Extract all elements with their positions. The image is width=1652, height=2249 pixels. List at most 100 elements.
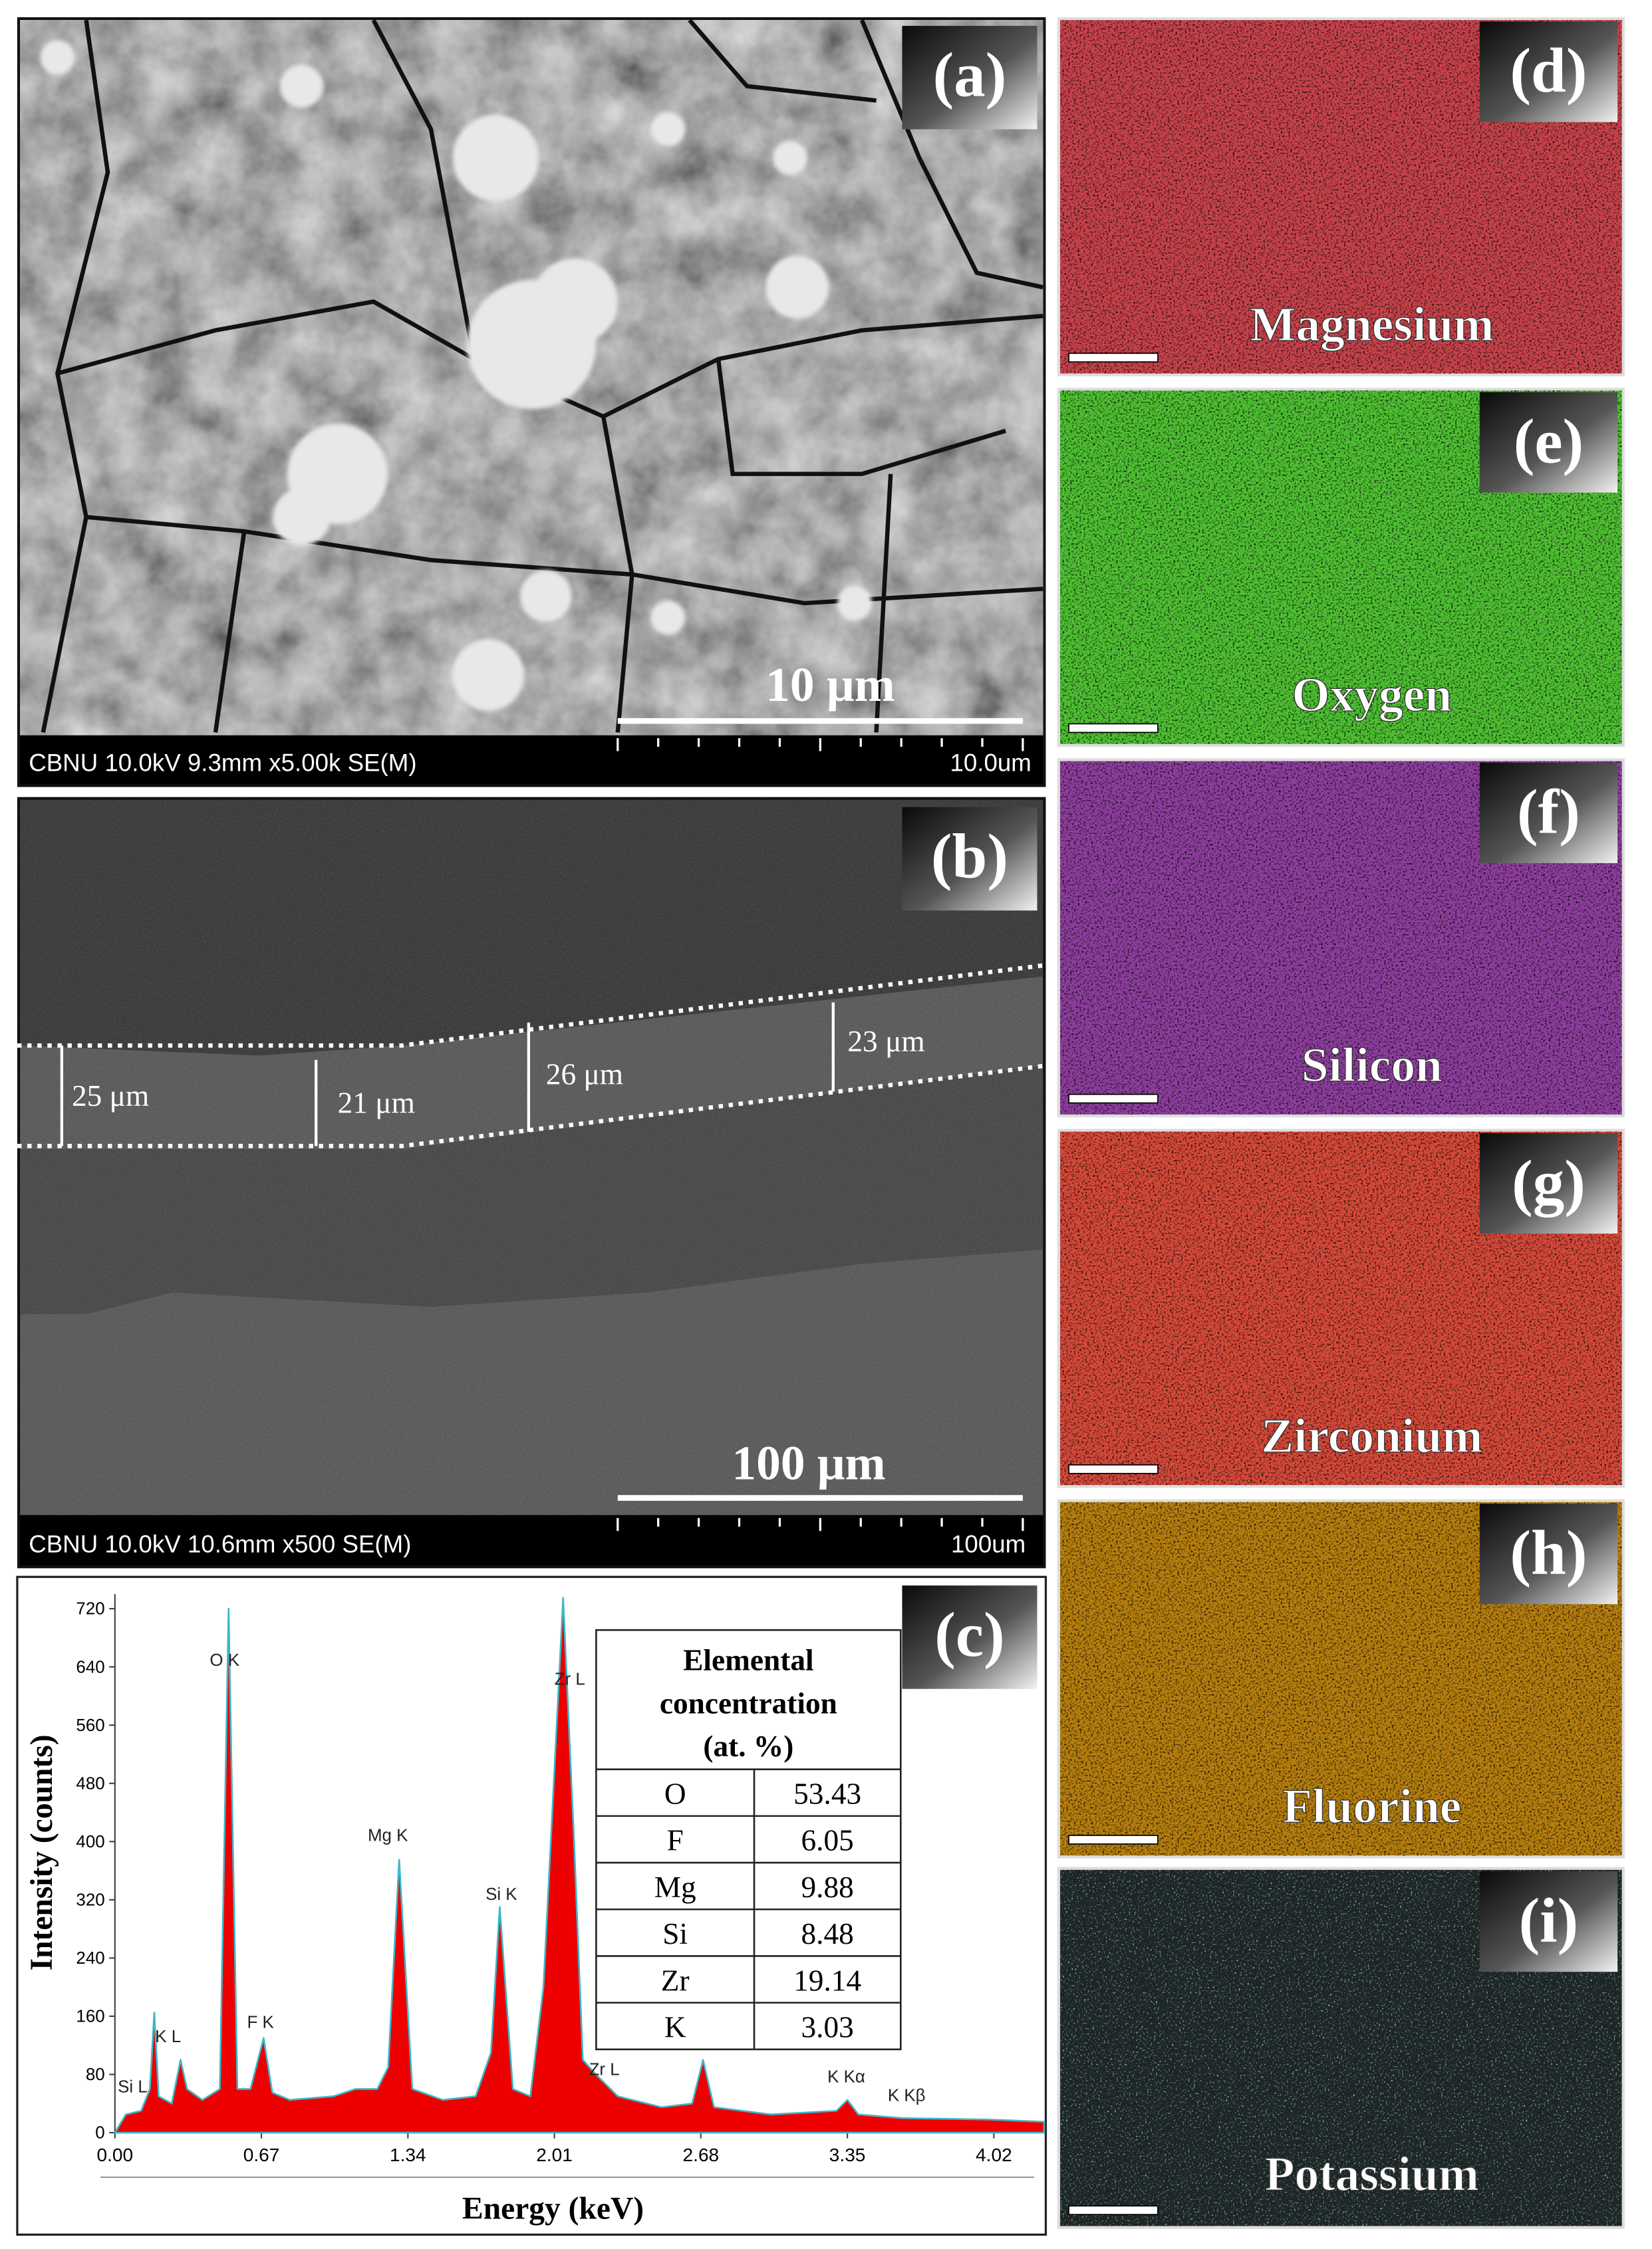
label-box — [1479, 1504, 1618, 1605]
table-header: Elemental — [683, 1644, 813, 1677]
table-cell: 3.03 — [801, 2010, 853, 2044]
element-name: Zirconium — [1261, 1408, 1482, 1462]
grain — [20, 799, 1043, 1516]
table-cell: O — [664, 1778, 686, 1811]
peak-label: K L — [155, 2028, 181, 2046]
panel-label: (h) — [1510, 1518, 1587, 1588]
table-cell: 19.14 — [793, 1964, 861, 1997]
scale-text: 10 μm — [765, 658, 895, 712]
peak-label: Mg K — [368, 1827, 408, 1845]
table-cell: 6.05 — [801, 1824, 853, 1857]
map-scale-bar — [1068, 1093, 1159, 1104]
panel-label: (i) — [1519, 1885, 1579, 1956]
label-box — [1479, 1871, 1618, 1972]
y-tick-label: 640 — [76, 1658, 104, 1676]
thickness-label: 21 μm — [338, 1087, 415, 1120]
y-tick-label: 160 — [76, 2008, 104, 2026]
table-cell: F — [667, 1824, 684, 1857]
info-scale: 10.0um — [950, 749, 1031, 777]
thickness-lines — [60, 1002, 835, 1146]
map-scale-bar — [1068, 1835, 1159, 1845]
panel-label: (d) — [1510, 35, 1587, 106]
label-box — [1479, 21, 1618, 122]
spectrum — [114, 1597, 1045, 2134]
map-scale-bar — [1068, 1464, 1159, 1474]
map-scale-bar — [1068, 2205, 1159, 2216]
info-bar — [20, 735, 1043, 785]
panel-label: (a) — [933, 40, 1007, 110]
y-tick-label: 720 — [76, 1600, 104, 1619]
x-tick-label: 1.34 — [390, 2145, 426, 2165]
thickness-label: 23 μm — [847, 1025, 924, 1058]
x-tick-label: 0.67 — [243, 2145, 280, 2165]
map-scale-bar — [1068, 723, 1159, 733]
map-scale-bar — [1068, 352, 1159, 363]
table-cell: 9.88 — [801, 1871, 853, 1904]
table-cell: K — [664, 2010, 686, 2044]
y-tick-label: 480 — [76, 1774, 104, 1793]
label-box — [902, 25, 1037, 130]
table-header: concentration — [660, 1686, 837, 1720]
table-cell: Mg — [654, 1871, 696, 1904]
label-box — [902, 807, 1037, 911]
peak-label: Si L — [118, 2078, 148, 2097]
panel-label: (b) — [931, 821, 1008, 892]
thickness-label: 25 μm — [72, 1079, 149, 1113]
boundaries — [17, 963, 1046, 1148]
panel-b: 25 μm 21 μm 26 μm 23 μm (b) 100 μm CBNU … — [17, 797, 1046, 1569]
x-tick-label: 2.01 — [536, 2145, 573, 2165]
info-ticks — [617, 1518, 1024, 1531]
label-box — [902, 1585, 1037, 1689]
panel-label: (c) — [934, 1599, 1004, 1670]
y-tick-label: 560 — [76, 1716, 104, 1735]
info-text: CBNU 10.0kV 9.3mm x5.00k SE(M) — [29, 749, 416, 777]
particles — [40, 40, 873, 712]
peak-label: K Kβ — [888, 2087, 926, 2105]
panel-label: (e) — [1514, 406, 1583, 476]
y-tick-label: 320 — [76, 1891, 104, 1909]
info-scale: 100um — [951, 1531, 1026, 1558]
panel-label: (g) — [1512, 1147, 1585, 1218]
y-tick-label: 80 — [86, 2065, 105, 2084]
table-header: (at. %) — [703, 1730, 793, 1763]
peak-label: F K — [247, 2013, 274, 2032]
element-name: Fluorine — [1282, 1780, 1461, 1833]
table-cell: Zr — [661, 1964, 690, 1997]
label-box — [1479, 762, 1618, 863]
x-tick-label: 2.68 — [683, 2145, 720, 2165]
y-axis-label: Intensity (counts) — [25, 1734, 59, 1970]
y-tick-label: 0 — [95, 2124, 104, 2143]
element-name: Magnesium — [1250, 297, 1494, 351]
peak-label: K Kα — [827, 2067, 865, 2086]
label-box — [1479, 392, 1618, 493]
elemental-maps: (d) Magnesium (e) Oxygen (f) Silicon (g) Zircon… — [1057, 17, 1625, 2229]
y-tick-label: 400 — [76, 1833, 104, 1851]
peak-label: O K — [209, 1651, 239, 1670]
peak-label: Zr L — [589, 2061, 620, 2079]
element-name: Potassium — [1265, 2147, 1479, 2200]
peak-label: Zr L — [555, 1670, 585, 1688]
y-tick-label: 240 — [76, 1949, 104, 1968]
table-cell: Si — [662, 1917, 688, 1950]
x-tick-label: 3.35 — [829, 2145, 866, 2165]
label-box — [1479, 1132, 1618, 1234]
element-name: Oxygen — [1292, 668, 1452, 722]
x-axis-label: Energy (keV) — [462, 2192, 644, 2226]
table-cell: 8.48 — [801, 1917, 853, 1950]
x-tick-label: 0.00 — [96, 2145, 133, 2165]
info-ticks — [617, 738, 1024, 751]
x-tick-label: 4.02 — [976, 2145, 1012, 2165]
info-bar — [20, 1515, 1043, 1566]
info-text: CBNU 10.0kV 10.6mm x500 SE(M) — [29, 1531, 411, 1558]
panel-label: (f) — [1517, 777, 1580, 847]
table: Elemental concentration (at. %) O 53.43 F 6.05… — [595, 1629, 902, 2051]
table-frame — [595, 1629, 902, 2051]
scale-text: 100 μm — [732, 1436, 885, 1490]
thickness-label: 26 μm — [546, 1058, 623, 1091]
table-cell: 53.43 — [793, 1778, 861, 1811]
element-name: Silicon — [1302, 1038, 1443, 1092]
peak-label: Si K — [485, 1885, 517, 1904]
panel-a: (a) 10 μm CBNU 10.0kV 9.3mm x5.00k SE(M)… — [17, 17, 1046, 787]
